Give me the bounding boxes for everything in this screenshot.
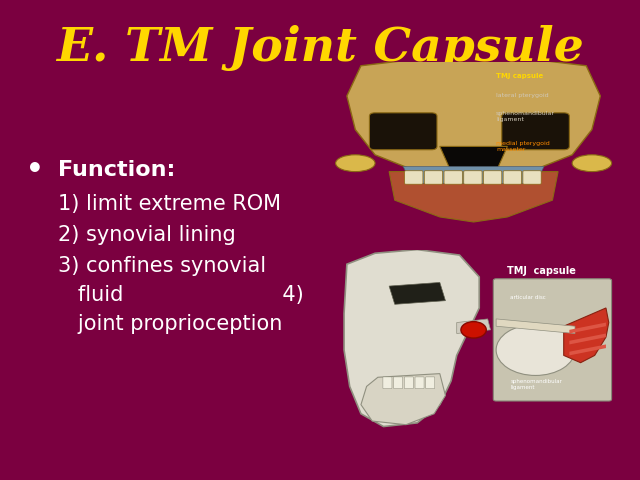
Polygon shape — [496, 319, 575, 334]
Text: •: • — [26, 156, 44, 184]
Polygon shape — [403, 167, 544, 183]
Text: lateral pterygoid: lateral pterygoid — [496, 94, 548, 98]
Text: 2) synovial lining: 2) synovial lining — [58, 225, 236, 245]
Text: joint proprioception: joint proprioception — [58, 314, 282, 334]
Polygon shape — [347, 56, 600, 177]
FancyBboxPatch shape — [483, 171, 502, 184]
Text: medial pterygoid
masseter: medial pterygoid masseter — [496, 141, 550, 152]
Text: 3) confines synovial: 3) confines synovial — [58, 256, 266, 276]
FancyBboxPatch shape — [383, 377, 392, 389]
Text: E. TM Joint Capsule: E. TM Joint Capsule — [56, 25, 584, 71]
Polygon shape — [389, 282, 445, 304]
Text: fluid                        4): fluid 4) — [58, 285, 303, 305]
Polygon shape — [564, 308, 609, 363]
Circle shape — [496, 324, 575, 375]
FancyBboxPatch shape — [369, 113, 437, 150]
FancyBboxPatch shape — [394, 377, 403, 389]
Polygon shape — [570, 334, 606, 345]
FancyBboxPatch shape — [502, 113, 570, 150]
Ellipse shape — [572, 155, 612, 171]
Text: Function:: Function: — [58, 160, 175, 180]
Polygon shape — [389, 171, 558, 222]
Text: sphenomandibular
ligament: sphenomandibular ligament — [510, 379, 562, 390]
Ellipse shape — [335, 155, 375, 171]
Text: articular disc: articular disc — [510, 295, 546, 300]
FancyBboxPatch shape — [426, 377, 435, 389]
Polygon shape — [440, 146, 508, 171]
Polygon shape — [457, 319, 490, 334]
FancyBboxPatch shape — [415, 377, 424, 389]
Text: TMJ  capsule: TMJ capsule — [508, 266, 576, 276]
FancyBboxPatch shape — [404, 377, 413, 389]
FancyBboxPatch shape — [493, 279, 612, 401]
FancyBboxPatch shape — [464, 171, 482, 184]
FancyBboxPatch shape — [424, 171, 443, 184]
Text: sphenomandibular
ligament: sphenomandibular ligament — [496, 111, 555, 121]
FancyBboxPatch shape — [444, 171, 462, 184]
Polygon shape — [344, 250, 479, 427]
FancyBboxPatch shape — [523, 171, 541, 184]
Polygon shape — [570, 323, 606, 334]
Polygon shape — [361, 373, 445, 425]
Text: TMJ capsule: TMJ capsule — [496, 73, 543, 79]
FancyBboxPatch shape — [503, 171, 522, 184]
Polygon shape — [570, 345, 606, 355]
Text: 1) limit extreme ROM: 1) limit extreme ROM — [58, 194, 280, 214]
Circle shape — [461, 322, 486, 338]
FancyBboxPatch shape — [404, 171, 423, 184]
